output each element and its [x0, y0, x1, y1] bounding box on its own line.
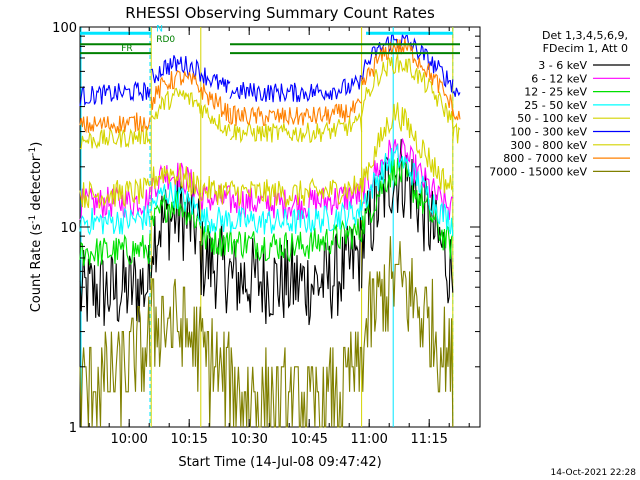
- legend-label-0: 3 - 6 keV: [538, 59, 587, 72]
- legend: Det 1,3,4,5,6,9, FDecim 1, Att 0 3 - 6 k…: [489, 29, 630, 178]
- legend-label-4: 50 - 100 keV: [517, 112, 587, 125]
- axes-layer: 10:00 10:15 10:30 10:45 11:00 11:15 1 10 100: [52, 21, 480, 447]
- y-tick-label-1: 10: [60, 221, 77, 236]
- series-trace-4-3: [361, 102, 454, 194]
- x-tick-label-5: 11:15: [410, 432, 447, 447]
- series-trace-8-1: [150, 278, 231, 428]
- series-trace-5-3: [361, 32, 454, 93]
- series-trace-2-0: [79, 233, 151, 267]
- legend-label-2: 12 - 25 keV: [524, 86, 587, 99]
- x-axis-label: Start Time (14-Jul-08 09:47:42): [178, 455, 381, 470]
- series-trace-6-0: [79, 125, 151, 150]
- series-12-25-kev: [79, 157, 454, 267]
- flag-label-rd0: RD0: [156, 35, 175, 45]
- legend-label-5: 100 - 300 keV: [510, 126, 587, 139]
- series-trace-5-2: [229, 74, 362, 103]
- x-tick-label-0: 10:00: [110, 432, 147, 447]
- series-trace-0-3: [229, 217, 363, 326]
- series-trace-7-3: [361, 38, 454, 117]
- y-tick-label-2: 100: [52, 21, 77, 36]
- y-axis-label-main: Count Rate (s: [29, 224, 44, 313]
- series-trace-3-2: [200, 199, 363, 235]
- legend-label-6: 300 - 800 keV: [510, 139, 587, 152]
- series-trace-7-4: [452, 109, 461, 121]
- series-trace-7-1: [150, 69, 231, 124]
- series-trace-5-4: [452, 87, 461, 97]
- series-trace-3-3: [361, 143, 454, 237]
- series-50-100-kev: [79, 102, 454, 209]
- flag-label-fr: FR: [121, 44, 132, 54]
- series-7000-15000-kev: [79, 236, 454, 428]
- x-tick-label-1: 10:15: [170, 432, 207, 447]
- flag-label-n: N: [156, 24, 163, 34]
- timestamp-stamp: 14-Oct-2021 22:28: [551, 468, 637, 478]
- y-axis-label: Count Rate (s-1 detector-1): [28, 142, 44, 313]
- x-tick-label-3: 10:45: [290, 432, 327, 447]
- x-tick-label-4: 11:00: [350, 432, 387, 447]
- series-3-6-kev: [79, 139, 454, 326]
- y-tick-label-0: 1: [69, 421, 77, 436]
- y-axis-label-exponent-2: -1: [28, 147, 38, 156]
- x-tick-label-2: 10:30: [230, 432, 267, 447]
- series-trace-5-0: [79, 80, 151, 107]
- series-trace-8-2: [229, 331, 362, 428]
- series-trace-0-4: [361, 139, 454, 304]
- y-axis-label-mid: detector: [29, 155, 44, 215]
- series-trace-2-2: [200, 218, 363, 263]
- y-axis-label-end: ): [29, 142, 44, 147]
- series-trace-3-1: [150, 182, 202, 223]
- series-trace-6-2: [229, 112, 363, 144]
- plot-frame: [79, 26, 481, 428]
- y-axis-label-exponent: -1: [28, 215, 38, 224]
- legend-label-8: 7000 - 15000 keV: [489, 165, 587, 178]
- series-trace-6-1: [150, 87, 231, 137]
- legend-label-3: 25 - 50 keV: [524, 99, 587, 112]
- legend-header-detectors: Det 1,3,4,5,6,9,: [542, 29, 628, 42]
- series-trace-2-3: [361, 157, 454, 260]
- series-25-50-kev: [79, 143, 454, 237]
- series-trace-7-0: [79, 112, 151, 134]
- series-trace-8-0: [79, 296, 151, 428]
- series-layer: [79, 32, 461, 428]
- series-800-7000-kev: [79, 38, 461, 134]
- series-trace-6-4: [452, 122, 461, 144]
- legend-header-decimation: FDecim 1, Att 0: [543, 42, 628, 55]
- series-300-800-kev: [79, 54, 461, 150]
- series-trace-7-2: [229, 97, 362, 126]
- series-trace-4-2: [200, 175, 363, 208]
- series-trace-1-3: [361, 138, 454, 220]
- series-trace-4-0: [79, 177, 151, 209]
- series-100-300-kev: [79, 32, 461, 107]
- series-trace-0-2: [199, 221, 231, 314]
- series-trace-3-0: [79, 204, 151, 236]
- series-trace-4-1: [151, 163, 202, 201]
- series-trace-5-1: [151, 55, 231, 93]
- series-trace-0-1: [150, 175, 201, 279]
- legend-label-7: 800 - 7000 keV: [503, 152, 587, 165]
- series-trace-6-3: [361, 54, 454, 128]
- chart-title: RHESSI Observing Summary Count Rates: [125, 4, 435, 22]
- series-trace-0-0: [79, 244, 151, 326]
- series-trace-8-3: [361, 236, 454, 428]
- legend-label-1: 6 - 12 keV: [531, 72, 587, 85]
